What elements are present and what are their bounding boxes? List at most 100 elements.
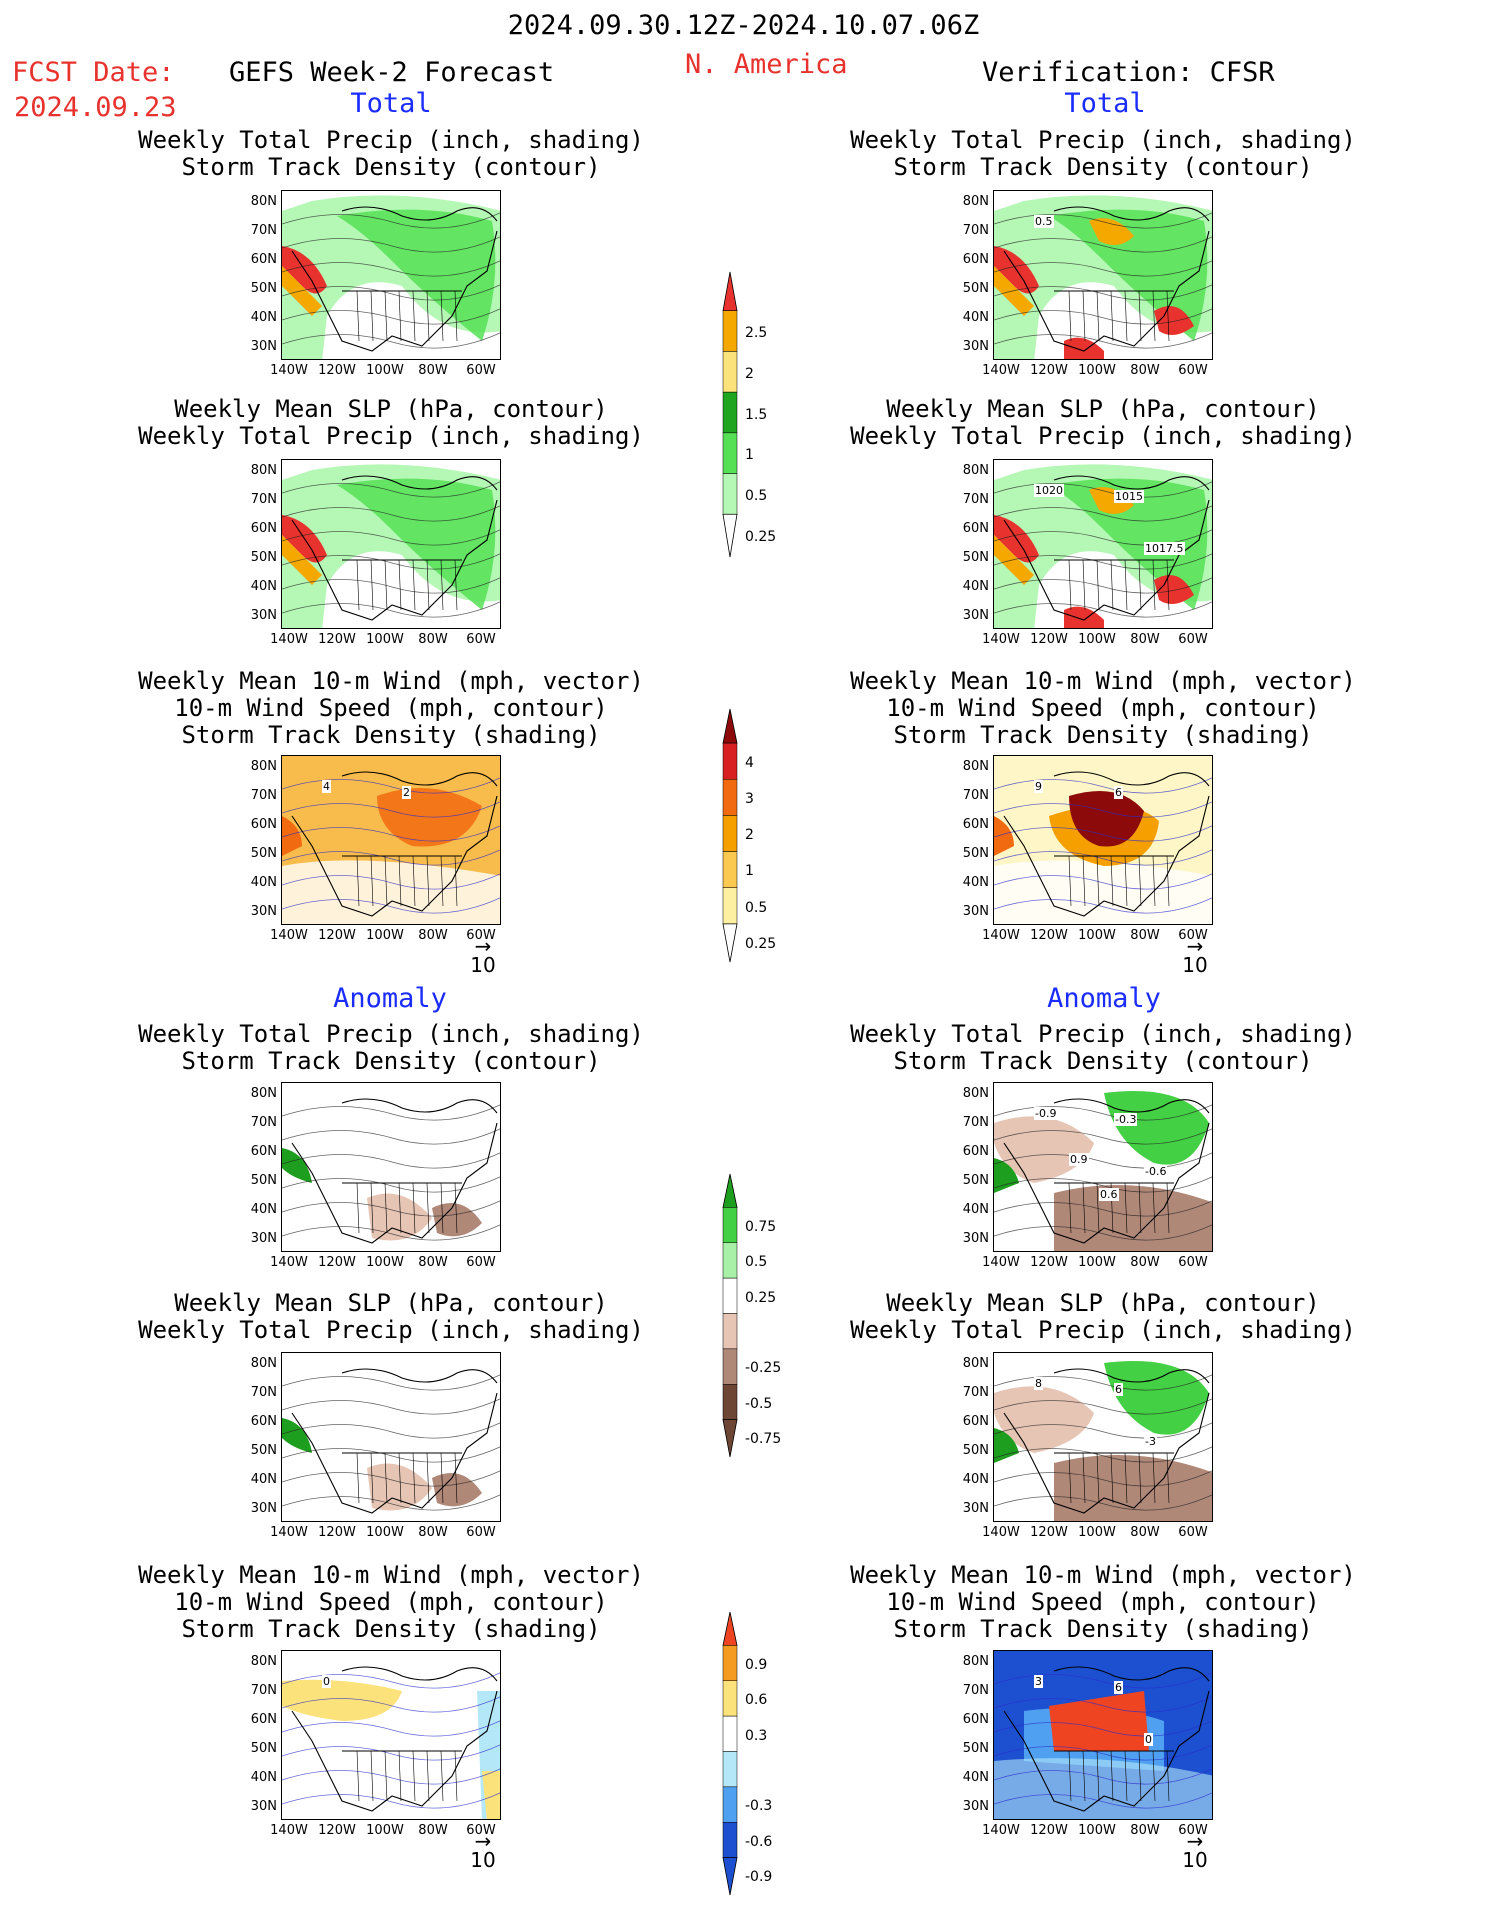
contour-line	[994, 212, 1212, 229]
state-border	[1068, 855, 1072, 907]
colorbar-segment	[722, 1786, 738, 1823]
panel-title: Weekly Mean SLP (hPa, contour) Weekly Tot…	[131, 396, 651, 450]
contour-line	[994, 1470, 1212, 1487]
lon-tick-label: 100W	[1078, 632, 1116, 647]
state-border	[356, 290, 360, 342]
contour-line	[994, 577, 1212, 594]
panel-title-line: Weekly Mean SLP (hPa, contour)	[886, 395, 1320, 423]
precip-heavy-north	[1089, 487, 1134, 514]
state-border	[1166, 1452, 1170, 1504]
panel-title-line: Weekly Mean 10-m Wind (mph, vector)	[138, 667, 644, 695]
storm-density-west	[282, 816, 302, 856]
lon-tick-label: 80W	[418, 1525, 448, 1540]
coastline	[291, 1098, 498, 1244]
colorbar-storm-anom	[722, 1611, 738, 1896]
lon-tick-label: 60W	[466, 1255, 496, 1270]
colorbar-label: 2	[745, 365, 754, 382]
lat-tick-label: 40N	[962, 310, 989, 325]
contour-line	[994, 1672, 1212, 1689]
storm-anom-south	[994, 1758, 1212, 1819]
lat-tick-label: 50N	[250, 1443, 277, 1458]
forecast-map-slp-precip	[281, 1352, 501, 1522]
state-border	[454, 855, 458, 907]
lat-tick-label: 60N	[962, 1144, 989, 1159]
state-border	[426, 855, 430, 907]
state-border	[440, 290, 444, 342]
state-border	[398, 855, 402, 907]
lon-tick-label: 100W	[366, 363, 404, 378]
lon-tick-label: 140W	[270, 1255, 308, 1270]
lon-tick-label: 80W	[418, 1255, 448, 1270]
panel-title-line: Weekly Total Precip (inch, shading)	[138, 126, 644, 154]
lon-tick-label: 140W	[270, 1823, 308, 1838]
state-border	[356, 855, 360, 907]
coastline	[291, 771, 498, 917]
coastline	[291, 1368, 498, 1514]
contour-label: 0.9	[1069, 1153, 1089, 1166]
contour-line	[282, 825, 500, 842]
state-border	[1138, 855, 1142, 907]
contour-line	[994, 260, 1212, 277]
precip-anom-wet-west	[994, 1428, 1019, 1463]
colorbar-label: 2.5	[745, 325, 768, 342]
colorbar-segment	[722, 1822, 738, 1858]
lat-tick-label: 40N	[962, 1472, 989, 1487]
fcst-date-label: FCST Date:	[12, 57, 175, 88]
lon-tick-label: 80W	[418, 632, 448, 647]
colorbar-segment	[722, 1680, 738, 1717]
colorbar-label: 0.25	[745, 1289, 777, 1306]
state-border	[398, 1452, 402, 1504]
contour-label: 3	[1034, 1675, 1043, 1688]
colorbar-bottom-arrow	[722, 923, 738, 963]
lon-tick-label: 140W	[270, 928, 308, 943]
lat-tick-label: 50N	[250, 550, 277, 565]
contour-line	[282, 505, 500, 522]
lat-tick-label: 70N	[962, 1385, 989, 1400]
lon-tick-label: 120W	[1030, 363, 1068, 378]
colorbar-segment	[722, 1751, 738, 1788]
colorbar-label: 0.75	[745, 1218, 777, 1235]
lon-tick-label: 120W	[318, 1823, 356, 1838]
contour-line	[994, 825, 1212, 842]
lat-tick-label: 80N	[250, 1654, 277, 1669]
lon-tick-label: 60W	[1178, 928, 1208, 943]
storm-anom-core	[1049, 1691, 1149, 1751]
lon-tick-label: 80W	[418, 363, 448, 378]
lat-tick-label: 50N	[962, 550, 989, 565]
contour-line	[994, 801, 1212, 818]
lat-tick-label: 50N	[962, 846, 989, 861]
precip-anom-dry-south	[1054, 1455, 1212, 1521]
precip-anom-dry-south	[1054, 1185, 1212, 1251]
contour-line	[282, 1224, 500, 1241]
state-border	[1096, 1182, 1100, 1234]
contour-line	[282, 601, 500, 618]
section-total-obs: Total	[1064, 88, 1146, 119]
panel-title-line: 10-m Wind Speed (mph, contour)	[174, 1588, 608, 1616]
colorbar-label: 1	[745, 447, 754, 464]
state-border	[1152, 559, 1156, 611]
panel-title-line: Weekly Mean SLP (hPa, contour)	[174, 1289, 608, 1317]
state-border	[1138, 290, 1142, 342]
lon-tick-label: 120W	[1030, 1525, 1068, 1540]
contour-line	[994, 1152, 1212, 1169]
lon-tick-label: 80W	[1130, 632, 1160, 647]
colorbar-label: 4	[745, 755, 754, 772]
lat-tick-label: 60N	[250, 521, 277, 536]
panel-title-line: Weekly Total Precip (inch, shading)	[138, 1316, 644, 1344]
contour-line	[282, 1672, 500, 1689]
colorbar-bottom-arrow	[722, 1419, 738, 1458]
lat-tick-label: 70N	[250, 223, 277, 238]
lat-tick-label: 80N	[962, 194, 989, 209]
verification-map-precip-storm: -0.9 -0.3 -0.6 0.9 0.6	[993, 1082, 1213, 1252]
colorbar-label: 0.5	[745, 899, 768, 916]
lat-tick-label: 60N	[250, 252, 277, 267]
colorbar-label: 0.3	[745, 1727, 768, 1744]
precip-anom-dry	[367, 1463, 432, 1511]
state-border	[412, 855, 416, 907]
lon-tick-label: 80W	[1130, 928, 1160, 943]
state-border	[1124, 855, 1128, 907]
state-border	[440, 559, 444, 611]
state-border	[1124, 1452, 1128, 1504]
lat-tick-label: 40N	[250, 1770, 277, 1785]
contour-line	[994, 1768, 1212, 1785]
